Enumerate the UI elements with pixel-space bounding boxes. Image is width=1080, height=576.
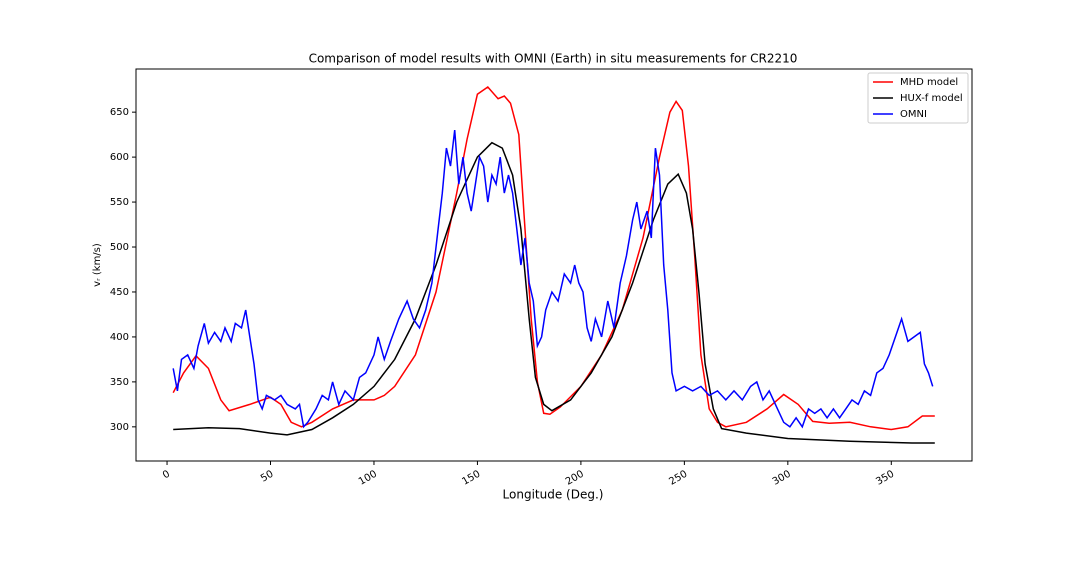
x-tick-label: 100 [357,469,379,488]
y-tick-label: 350 [110,377,129,388]
x-tick-label: 200 [564,469,586,488]
y-tick-label: 650 [110,107,129,118]
y-axis-label: vᵣ (km/s) [92,243,103,287]
x-tick-label: 150 [460,469,482,488]
y-tick-label: 300 [110,422,129,433]
x-tick-label: 250 [667,469,689,488]
y-tick-label: 450 [110,287,129,298]
y-tick-label: 500 [110,242,129,253]
legend-label: MHD model [900,77,958,88]
x-tick-label: 50 [259,469,276,485]
legend-label: OMNI [900,109,927,120]
y-tick-label: 600 [110,152,129,163]
x-axis-label: Longitude (Deg.) [503,488,604,502]
data-line [172,86,935,431]
y-tick-label: 550 [110,197,129,208]
x-tick-label: 300 [771,469,793,488]
x-tick-label: 0 [161,469,172,482]
y-tick-label: 400 [110,332,129,343]
data-line [173,141,935,444]
legend-label: HUX-f model [900,93,963,104]
data-line [172,130,934,429]
legend-box [867,72,969,124]
x-tick-label: 350 [874,469,896,488]
plot-frame [135,68,973,462]
chart-title: Comparison of model results with OMNI (E… [309,52,798,66]
